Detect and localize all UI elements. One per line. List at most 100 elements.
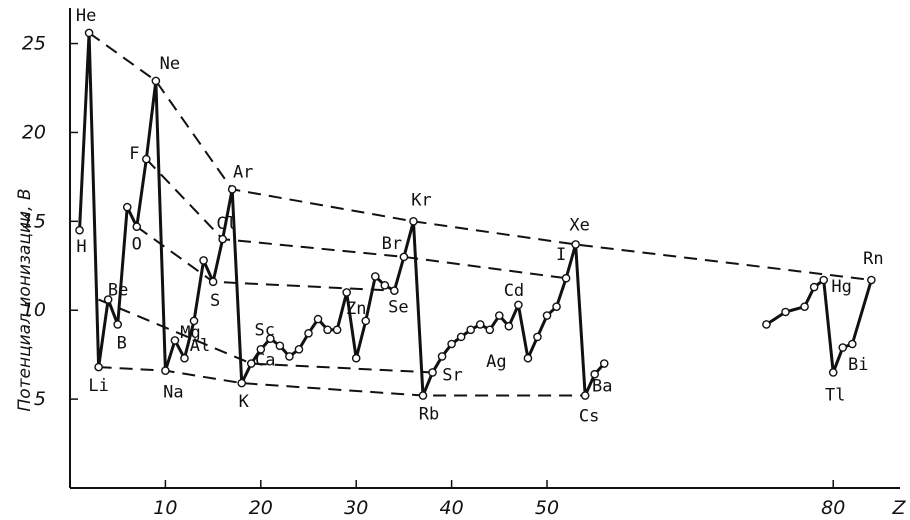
element-label: Se: [388, 298, 408, 318]
data-point: [218, 234, 227, 244]
data-point: [466, 325, 475, 335]
element-label: Hg: [831, 277, 851, 297]
data-point: [495, 311, 504, 320]
data-point: [485, 325, 495, 335]
data-point: [390, 286, 399, 295]
data-point: [590, 369, 600, 379]
data-point: [418, 391, 428, 400]
data-point: [437, 352, 447, 361]
data-point: [838, 343, 848, 352]
data-point: [504, 321, 514, 331]
data-point: [380, 281, 390, 290]
element-label: Sc: [255, 320, 275, 340]
data-point: [561, 273, 571, 283]
data-point: [456, 332, 466, 342]
data-point: [161, 366, 170, 375]
data-point: [409, 217, 418, 226]
dashed-trend-line: [88, 32, 872, 281]
y-tick-label: 20: [22, 121, 46, 143]
data-point: [428, 368, 437, 377]
element-label: Cl: [216, 214, 236, 234]
data-point: [447, 339, 456, 349]
element-label: Li: [88, 376, 108, 396]
y-tick-label: 25: [22, 33, 46, 55]
data-point: [237, 378, 247, 388]
element-label: O: [132, 235, 142, 255]
data-point: [227, 185, 237, 194]
element-label: I: [556, 245, 566, 265]
data-point: [819, 275, 828, 285]
element-label: K: [239, 392, 250, 412]
data-point: [84, 28, 94, 38]
data-point: [828, 368, 838, 377]
x-axis-title: Z: [891, 497, 906, 519]
element-label: Br: [382, 234, 402, 254]
data-point: [399, 252, 409, 262]
data-point: [762, 320, 771, 329]
data-point: [313, 314, 323, 324]
data-point: [180, 353, 189, 363]
element-label: Cd: [504, 281, 524, 301]
x-tick-label: 50: [535, 497, 559, 519]
element-label: He: [76, 6, 96, 26]
element-label: Bi: [848, 355, 868, 375]
element-label: Ca: [255, 351, 275, 371]
data-point: [304, 329, 313, 338]
element-label: Ne: [160, 54, 180, 74]
x-tick-label: 20: [249, 497, 273, 519]
x-tick-label: 40: [440, 497, 464, 519]
data-point: [847, 339, 857, 349]
element-label: H: [76, 237, 86, 257]
element-label: B: [117, 333, 127, 353]
element-label: Kr: [411, 190, 431, 210]
data-point: [103, 295, 113, 304]
element-label: S: [210, 291, 220, 311]
data-point: [132, 222, 142, 231]
data-point: [370, 272, 380, 281]
data-point: [580, 391, 590, 400]
data-point: [342, 288, 351, 297]
data-point: [189, 316, 199, 326]
data-point: [142, 154, 151, 164]
element-label: Ar: [233, 162, 253, 182]
data-point: [514, 300, 523, 310]
data-point: [122, 202, 132, 212]
element-label: Rn: [863, 249, 883, 269]
element-label: Cs: [579, 407, 599, 427]
data-point: [599, 359, 609, 368]
dashed-trend-line: [145, 158, 567, 280]
data-point: [332, 325, 342, 335]
element-label: Al: [190, 336, 210, 356]
data-point: [256, 345, 266, 354]
dashed-trend-line: [136, 225, 395, 292]
data-point: [199, 256, 208, 265]
data-point: [285, 352, 294, 361]
element-label: F: [129, 144, 139, 164]
y-tick-label: 10: [22, 299, 46, 321]
data-point: [246, 359, 256, 368]
x-tick-label: 80: [821, 497, 845, 519]
x-tick-label: 30: [344, 497, 368, 519]
data-point: [542, 311, 552, 320]
x-tick-label: 10: [153, 497, 177, 519]
element-label: Rb: [419, 405, 439, 425]
element-label: Na: [163, 383, 183, 403]
data-point: [809, 282, 819, 292]
data-point: [475, 320, 485, 329]
y-axis-title: Потенциал ионизации, В: [15, 188, 35, 411]
dashed-trend-line: [98, 366, 586, 397]
data-point: [781, 307, 790, 317]
element-label: Zn: [346, 299, 366, 319]
data-point: [361, 316, 371, 326]
y-tick-label: 15: [22, 210, 46, 232]
data-point: [351, 353, 361, 363]
element-label: Ba: [592, 377, 612, 397]
data-point: [294, 345, 304, 354]
data-point: [266, 334, 275, 343]
data-point: [800, 302, 809, 311]
data-point: [867, 275, 876, 285]
element-label: Xe: [569, 215, 589, 235]
data-point: [552, 302, 561, 311]
data-point: [323, 325, 332, 335]
